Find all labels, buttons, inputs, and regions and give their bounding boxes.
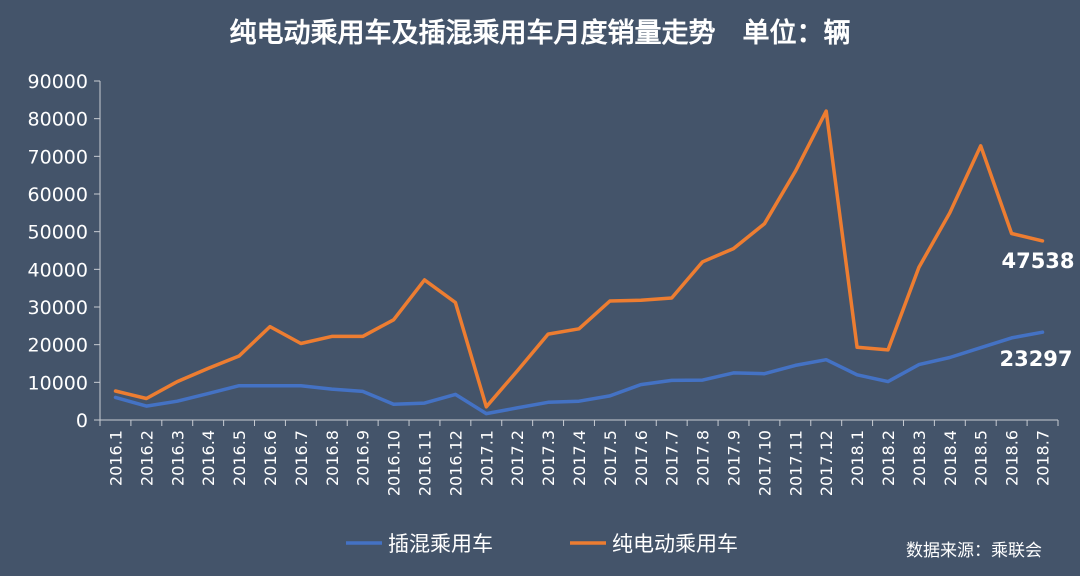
y-tick-label: 70000 xyxy=(28,146,88,168)
x-tick-label: 2016.10 xyxy=(385,430,404,496)
x-tick-label: 2017.4 xyxy=(570,430,589,486)
x-tick-label: 2017.5 xyxy=(601,430,620,486)
x-tick-label: 2018.2 xyxy=(879,430,898,486)
x-tick-label: 2016.5 xyxy=(230,430,249,486)
x-tick-label: 2016.8 xyxy=(323,430,342,486)
x-tick-label: 2017.12 xyxy=(817,430,836,496)
plot-area xyxy=(113,109,1045,416)
x-tick-label: 2017.8 xyxy=(694,430,713,486)
x-tick-label: 2016.4 xyxy=(199,430,218,486)
y-tick-label: 60000 xyxy=(28,184,88,206)
legend: 插混乘用车 纯电动乘用车 xyxy=(346,532,738,556)
y-tick-label: 90000 xyxy=(28,71,88,93)
series-line-1 xyxy=(113,109,1045,409)
x-tick-label: 2016.12 xyxy=(446,430,465,496)
x-tick-label: 2016.9 xyxy=(354,430,373,486)
x-tick-label: 2017.10 xyxy=(755,430,774,496)
x-tick-label: 2018.5 xyxy=(972,430,991,486)
x-tick-label: 2017.2 xyxy=(508,430,527,486)
x-tick-label: 2017.9 xyxy=(725,430,744,486)
y-tick-label: 20000 xyxy=(28,335,88,357)
x-tick-label: 2017.7 xyxy=(663,430,682,486)
x-tick-label: 2016.1 xyxy=(106,430,125,486)
y-tick-label: 0 xyxy=(76,410,88,432)
y-tick-label: 50000 xyxy=(28,222,88,244)
data-label: 23297 xyxy=(999,347,1072,371)
x-tick-label: 2018.1 xyxy=(848,430,867,486)
legend-label: 纯电动乘用车 xyxy=(612,532,738,556)
x-tick-label: 2017.1 xyxy=(477,430,496,486)
y-axis: 0 10000 20000 30000 40000 50000 60000 70000 8000… xyxy=(28,71,101,432)
data-label: 47538 xyxy=(1001,249,1074,273)
x-tick-label: 2016.7 xyxy=(292,430,311,486)
x-tick-label: 2018.4 xyxy=(941,430,960,486)
y-tick-label: 10000 xyxy=(28,372,88,394)
x-tick-label: 2017.11 xyxy=(786,430,805,496)
legend-label: 插混乘用车 xyxy=(388,532,493,556)
series-line-0 xyxy=(113,330,1045,416)
chart-title: 纯电动乘用车及插混乘用车月度销量走势 单位：辆 xyxy=(230,17,851,49)
x-tick-label: 2016.2 xyxy=(137,430,156,486)
data-labels: 47538 23297 xyxy=(999,249,1074,371)
x-tick-label: 2017.3 xyxy=(539,430,558,486)
y-tick-label: 40000 xyxy=(28,259,88,281)
y-tick-label: 80000 xyxy=(28,109,88,131)
x-tick-label: 2017.6 xyxy=(632,430,651,486)
x-tick-label: 2018.7 xyxy=(1034,430,1053,486)
y-tick-label: 30000 xyxy=(28,297,88,319)
x-tick-label: 2016.11 xyxy=(415,430,434,496)
source-note: 数据来源：乘联会 xyxy=(906,541,1042,561)
x-axis: 2016.1 2016.2 2016.3 2016.4 2016.5 2016.6 2016… xyxy=(99,419,1059,496)
x-tick-label: 2018.6 xyxy=(1003,430,1022,486)
x-tick-label: 2016.6 xyxy=(261,430,280,486)
x-tick-label: 2018.3 xyxy=(910,430,929,486)
x-tick-label: 2016.3 xyxy=(168,430,187,486)
